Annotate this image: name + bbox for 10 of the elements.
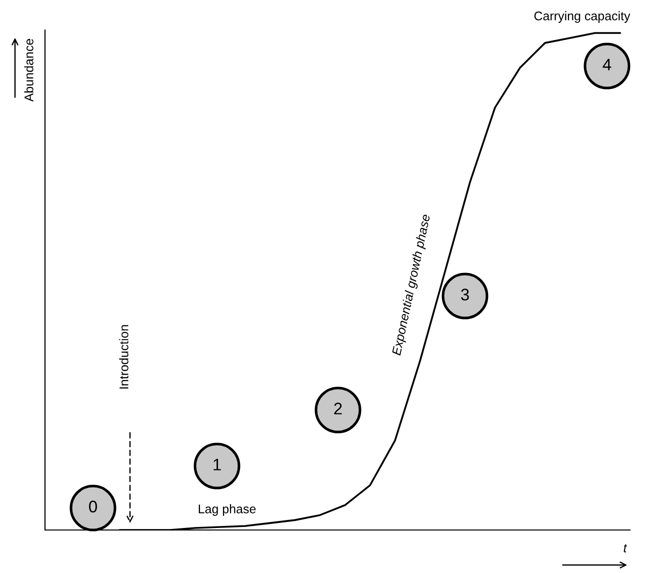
y-axis-title: Abundance [24,38,34,102]
text: Carrying capacity [534,11,630,23]
annotation: Introduction [119,325,128,389]
annotation: 1 [214,458,221,470]
annotation: 4 [602,58,612,70]
annotation: 3 [461,288,469,300]
annotation: 0 [89,500,97,512]
annotation: Lag phase [198,504,256,516]
x-axis-title: t [624,544,628,552]
annotation: 2 [334,402,342,414]
